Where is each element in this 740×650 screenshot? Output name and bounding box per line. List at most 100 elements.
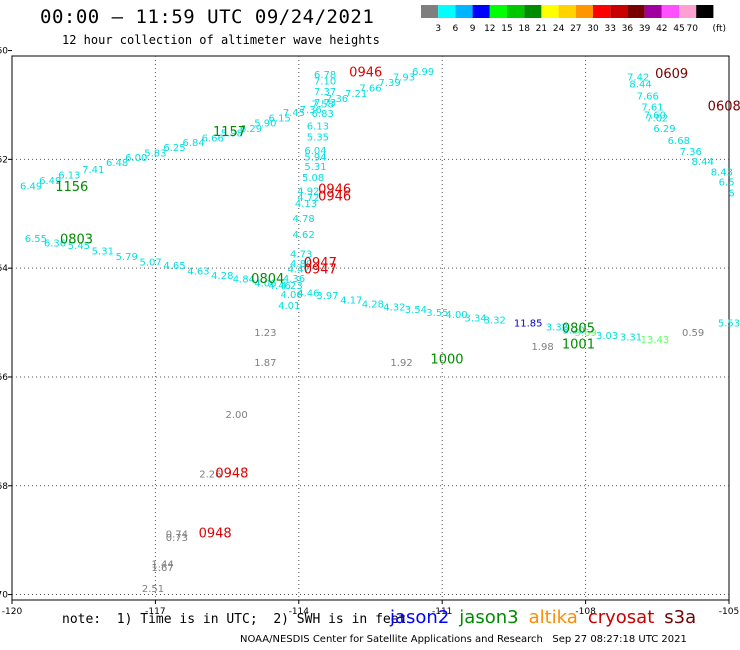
scale-swatch xyxy=(644,5,662,18)
wave-height-value: 4.72 xyxy=(297,193,319,204)
wave-height-value: 4.62 xyxy=(292,230,314,241)
scale-swatch xyxy=(627,5,645,18)
scale-swatch xyxy=(524,5,542,18)
wave-height-value: 4.46 xyxy=(297,288,319,299)
scale-swatch xyxy=(696,5,714,18)
wave-height-value: 6 xyxy=(728,188,734,199)
pass-time-label: 0946 xyxy=(349,66,382,81)
scale-label: 45 xyxy=(673,24,684,34)
lat-tick-label: -60 xyxy=(0,47,8,57)
wave-height-value: 4.23 xyxy=(280,281,302,292)
scale-swatch xyxy=(438,5,456,18)
wave-height-value: 6.99 xyxy=(412,67,434,78)
scale-unit: (ft) xyxy=(712,24,726,34)
pass-time-label: 1157 xyxy=(213,125,246,140)
wave-height-value: 3.55 xyxy=(426,308,448,319)
wave-height-value: 7.60 xyxy=(644,111,666,122)
wave-height-value: 6.83 xyxy=(312,109,334,120)
wave-height-value: 8.44 xyxy=(629,80,651,91)
wave-height-value: 6.84 xyxy=(183,138,205,149)
wave-height-value: 7.02 xyxy=(646,113,668,124)
map-frame xyxy=(11,55,730,601)
wave-height-value: 11.85 xyxy=(514,318,543,329)
wave-height-value: 13.43 xyxy=(641,335,670,346)
wave-height-value: 6.49 xyxy=(39,176,61,187)
wave-height-value: 4.32 xyxy=(383,303,405,314)
scale-swatch xyxy=(558,5,576,18)
scale-label: 27 xyxy=(570,24,581,34)
scale-label: 39 xyxy=(639,24,651,34)
lon-tick-label: -114 xyxy=(289,607,310,617)
legend-item-jason2: jason2 xyxy=(390,607,450,628)
wave-height-value: 2.00 xyxy=(226,410,248,421)
wave-height-value: 4.65 xyxy=(163,261,185,272)
wave-height-value: 1.87 xyxy=(254,358,276,369)
wave-height-value: 7.42 xyxy=(627,72,649,83)
wave-height-value: 6.66 xyxy=(202,133,224,144)
wave-height-value: 6.48 xyxy=(106,158,128,169)
pass-time-label: 0947 xyxy=(304,263,337,278)
wave-height-value: 7.36 xyxy=(680,147,702,158)
wave-height-value: 4.73 xyxy=(290,249,312,260)
wave-height-value: 3.32 xyxy=(546,323,568,334)
credit-line: NOAA/NESDIS Center for Satellite Applica… xyxy=(240,634,687,645)
wave-height-value: 3.69 xyxy=(574,328,596,339)
wave-height-value: 4.78 xyxy=(292,214,314,225)
wave-height-value: 6.49 xyxy=(20,181,42,192)
lat-tick-label: -70 xyxy=(0,591,8,601)
wave-height-value: 4.47 xyxy=(288,265,310,276)
scale-swatch xyxy=(489,5,507,18)
scale-label: 30 xyxy=(587,24,599,34)
scale-label: 21 xyxy=(536,24,547,34)
wave-height-value: 1.92 xyxy=(390,358,412,369)
wave-height-value: 3.34 xyxy=(465,313,487,324)
lat-tick-label: -66 xyxy=(0,373,8,383)
scale-swatch xyxy=(421,5,439,18)
wave-height-value: 1.67 xyxy=(151,563,173,574)
lon-tick-label: -120 xyxy=(2,607,23,617)
scale-swatch xyxy=(455,5,473,18)
lon-tick-label: -117 xyxy=(145,607,165,617)
scale-swatch xyxy=(575,5,593,18)
wave-height-value: 4.46 xyxy=(269,281,291,292)
scale-swatch xyxy=(679,5,697,18)
pass-time-label: 1001 xyxy=(562,338,595,353)
pass-time-label: 0948 xyxy=(199,526,232,541)
lon-tick-label: -111 xyxy=(432,607,452,617)
pass-time-label: 1156 xyxy=(55,180,88,195)
wave-height-value: 2.26 xyxy=(199,470,221,481)
legend-item-cryosat: cryosat xyxy=(587,607,655,628)
wave-height-value: 4.06 xyxy=(254,279,276,290)
wave-height-value: 7.58 xyxy=(312,100,334,111)
wave-height-value: 5.94 xyxy=(304,152,326,163)
wave-height-value: 6.25 xyxy=(163,143,185,154)
wave-height-value: 6.68 xyxy=(668,136,690,147)
wave-height-value: 7.10 xyxy=(314,76,336,87)
wave-height-value: 1.23 xyxy=(254,328,276,339)
wave-height-value: 6.5 xyxy=(719,177,735,188)
map-subtitle: 12 hour collection of altimeter wave hei… xyxy=(62,33,380,47)
satellite-legend: jason2 jason3 altika cryosat s3a xyxy=(390,607,706,628)
pass-time-label: 0946 xyxy=(318,183,351,198)
wave-height-value: 6.55 xyxy=(25,234,47,245)
wave-height-value: 7.66 xyxy=(359,83,381,94)
wave-height-value: 6.29 xyxy=(240,124,262,135)
wave-height-value: 6.04 xyxy=(304,146,326,157)
wave-height-value: 0.59 xyxy=(682,328,704,339)
wave-height-value: 6.13 xyxy=(307,121,329,132)
scale-label: 9 xyxy=(470,24,476,34)
wave-height-value: 4.13 xyxy=(295,199,317,210)
wave-height-value: 7.45 xyxy=(283,108,305,119)
scale-swatch xyxy=(661,5,679,18)
color-scale: 3 6 9 12 15 18 21 24 27 30 33 36 39 42 45 70 (ft) xyxy=(421,5,726,34)
legend-item-s3a: s3a xyxy=(664,607,697,628)
pass-time-label: 0946 xyxy=(318,190,351,205)
wave-height-value: 5.83 xyxy=(144,149,166,160)
wave-height-value: 7.39 xyxy=(378,78,400,89)
scale-label: 24 xyxy=(553,24,565,34)
wave-height-value: 5.53 xyxy=(718,318,740,329)
map-title: 00:00 – 11:59 UTC 09/24/2021 xyxy=(40,6,375,28)
wave-height-value: 3.20 xyxy=(563,325,585,336)
lon-tick-label: -105 xyxy=(719,607,739,617)
